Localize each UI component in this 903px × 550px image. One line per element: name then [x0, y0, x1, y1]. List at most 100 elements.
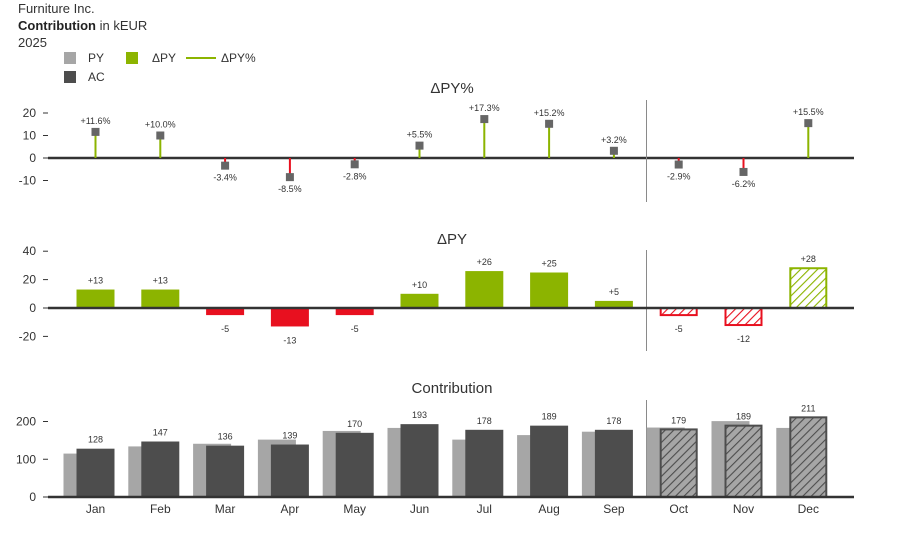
- report-year: 2025: [18, 35, 47, 50]
- pin-head: [609, 146, 618, 155]
- data-label: +5: [609, 287, 619, 297]
- delta-bar: [141, 289, 180, 308]
- data-label: +10: [412, 280, 427, 290]
- chart-title-delta-py-percent: ΔPY%: [430, 80, 473, 97]
- data-label: -12: [737, 334, 750, 344]
- data-label: -3.4%: [213, 173, 237, 183]
- x-tick-label: Jul: [477, 502, 492, 516]
- legend-swatch-ac: [64, 71, 76, 83]
- data-label: +28: [801, 254, 816, 264]
- data-label: +17.3%: [469, 103, 500, 113]
- delta-bar: [400, 293, 439, 308]
- delta-bar: [530, 272, 569, 308]
- data-label: 178: [606, 416, 621, 426]
- y-tick-label: 200: [16, 415, 36, 429]
- chart-title-contribution: Contribution: [412, 380, 493, 397]
- pin-head: [804, 119, 813, 128]
- y-tick-label: 0: [29, 151, 36, 165]
- measure-title: Contribution in kEUR: [18, 17, 147, 34]
- delta-bar: [206, 308, 245, 316]
- legend: PY AC ΔPY ΔPY%: [64, 51, 256, 84]
- measure-unit: in kEUR: [99, 18, 148, 33]
- pin-head: [545, 119, 554, 128]
- pin-head: [480, 115, 489, 124]
- x-tick-label: Apr: [281, 502, 300, 516]
- ac-bar: [400, 424, 439, 497]
- delta-bar: [465, 271, 504, 308]
- x-tick-label: Mar: [215, 502, 236, 516]
- report-header: Furniture Inc. Contribution in kEUR 2025: [18, 0, 147, 51]
- delta-bar: [270, 308, 309, 327]
- data-label: 136: [218, 432, 233, 442]
- data-label: 147: [153, 428, 168, 438]
- data-label: -5: [221, 324, 229, 334]
- data-label: 128: [88, 435, 103, 445]
- x-tick-label: May: [343, 502, 366, 516]
- data-label: +10.0%: [145, 120, 176, 130]
- data-label: 189: [736, 412, 751, 422]
- ac-bar: [724, 424, 763, 498]
- chart-title-delta-py: ΔPY: [437, 231, 467, 248]
- ac-bar: [594, 429, 633, 497]
- data-label: 170: [347, 419, 362, 429]
- y-tick-label: 0: [29, 490, 36, 504]
- ac-bar: [659, 428, 698, 498]
- measure-name: Contribution: [18, 18, 96, 33]
- data-label: -6.2%: [732, 179, 756, 189]
- data-label: 179: [671, 415, 686, 425]
- data-label: +15.2%: [534, 108, 565, 118]
- legend-label-dpy_pct: ΔPY%: [221, 51, 256, 65]
- pin-head: [156, 131, 165, 140]
- delta-bar: [335, 308, 374, 316]
- data-label: -2.9%: [667, 172, 691, 182]
- delta-bar: [594, 300, 633, 308]
- ac-bar: [270, 444, 309, 497]
- x-tick-label: Feb: [150, 502, 171, 516]
- data-label: 189: [542, 412, 557, 422]
- contribution-chart: Contribution 200 100 0 128 Jan 147 Feb 136 Mar 139…: [16, 380, 854, 516]
- data-label: +11.6%: [80, 116, 110, 126]
- data-label: -5: [351, 324, 359, 334]
- x-tick-label: Sep: [603, 502, 625, 516]
- data-label: 211: [801, 403, 815, 413]
- data-label: +13: [88, 276, 103, 286]
- x-tick-label: Dec: [798, 502, 819, 516]
- delta-py-chart: ΔPY 40 20 0 -20 +13 +13 -5 -13 -5 +10 +26 +25 +5 -5 -12…: [19, 231, 854, 351]
- company-name: Furniture Inc.: [18, 1, 95, 16]
- ac-bar: [206, 445, 245, 497]
- data-label: 139: [282, 431, 297, 441]
- pin-head: [415, 141, 424, 150]
- pin-head: [350, 160, 359, 169]
- x-tick-label: Nov: [733, 502, 754, 516]
- legend-swatch-py: [64, 52, 76, 64]
- legend-swatch-dpy: [126, 52, 138, 64]
- data-label: +3.2%: [601, 135, 627, 145]
- y-tick-label: -10: [19, 174, 37, 188]
- y-tick-label: 20: [23, 273, 37, 287]
- legend-label-dpy: ΔPY: [152, 51, 176, 65]
- delta-bar: [789, 267, 828, 309]
- x-tick-label: Aug: [538, 502, 559, 516]
- x-tick-label: Jun: [410, 502, 429, 516]
- data-label: -13: [283, 335, 296, 345]
- pin-head: [285, 173, 294, 182]
- data-label: 193: [412, 410, 427, 420]
- data-label: 178: [477, 416, 492, 426]
- pin-head: [91, 127, 100, 136]
- x-tick-label: Oct: [669, 502, 688, 516]
- ac-bar: [530, 425, 569, 497]
- data-label: +5.5%: [407, 130, 433, 140]
- pin-head: [739, 167, 748, 176]
- y-tick-label: 40: [23, 244, 37, 258]
- y-tick-label: 100: [16, 452, 36, 466]
- data-label: +26: [477, 257, 492, 267]
- y-tick-label: 20: [23, 106, 37, 120]
- data-label: -8.5%: [278, 184, 302, 194]
- pin-head: [674, 160, 683, 169]
- legend-label-ac: AC: [88, 70, 105, 84]
- data-label: -5: [675, 324, 683, 334]
- delta-bar: [76, 289, 115, 308]
- ac-bar: [141, 441, 180, 497]
- ac-bar: [789, 416, 828, 498]
